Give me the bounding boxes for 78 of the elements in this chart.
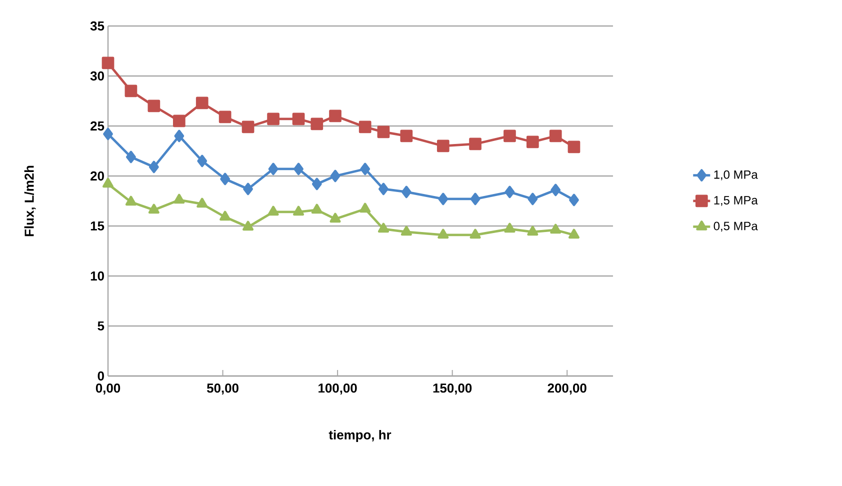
point (470, 192, 480, 206)
point (329, 110, 342, 122)
point (378, 222, 389, 233)
point (126, 150, 136, 164)
point (504, 130, 516, 142)
y-tick-label: 35 (90, 21, 104, 31)
point (527, 226, 538, 236)
point (400, 130, 413, 142)
point (196, 198, 208, 208)
point (196, 96, 208, 110)
legend-label: 1,5 MPa (714, 196, 758, 206)
point (378, 182, 388, 196)
point (400, 226, 412, 236)
point (504, 222, 516, 233)
point (470, 228, 481, 239)
point (469, 138, 482, 150)
point (436, 140, 450, 152)
point (292, 112, 305, 126)
y-tick-label: 5 (98, 321, 104, 330)
point (568, 228, 580, 239)
x-tick-label: 50,00 (206, 383, 238, 395)
point (218, 110, 232, 124)
point (311, 204, 322, 214)
point (148, 160, 159, 174)
point (550, 184, 561, 196)
point (401, 186, 412, 198)
point (358, 120, 372, 134)
point (102, 56, 114, 70)
point (360, 202, 371, 213)
point (267, 112, 280, 126)
point (174, 194, 185, 204)
point (504, 186, 515, 198)
point (294, 162, 304, 176)
point (102, 178, 114, 188)
point (438, 228, 449, 239)
point (330, 212, 341, 223)
legend-label: 0,5 MPa (714, 222, 758, 232)
point (268, 206, 279, 216)
x-tick-label: 150,00 (433, 383, 472, 395)
point (103, 128, 113, 140)
point (569, 194, 579, 206)
y-tick-label: 10 (90, 271, 104, 281)
point (172, 114, 186, 128)
y-tick-label: 15 (90, 221, 104, 231)
x-axis-title: tiempo, hr (328, 430, 392, 442)
point (360, 162, 370, 176)
point (312, 178, 322, 190)
point (528, 192, 538, 206)
y-tick-label: 20 (90, 171, 104, 181)
point (243, 182, 253, 196)
point (550, 224, 562, 234)
point (124, 84, 138, 98)
point (549, 130, 562, 142)
x-tick-label: 0,00 (96, 383, 120, 395)
x-tick-label: 100,00 (318, 383, 357, 395)
point (526, 136, 539, 148)
point (197, 154, 208, 168)
point (148, 100, 160, 112)
point (174, 130, 184, 142)
point (377, 126, 390, 138)
point (242, 120, 254, 134)
y-tick-label: 25 (90, 121, 104, 131)
x-tick-label: 200,00 (548, 383, 586, 395)
point (148, 204, 160, 214)
point (310, 118, 324, 130)
y-tick-label: 0 (98, 371, 104, 381)
y-axis-title: Flux, L/m2h (24, 166, 36, 236)
point (220, 172, 230, 186)
point (220, 210, 231, 221)
point (268, 162, 278, 176)
y-tick-label: 30 (90, 71, 104, 81)
point (568, 140, 580, 154)
point (125, 196, 136, 206)
point (293, 206, 304, 216)
legend-label: 1,0 MPa (714, 170, 758, 180)
point (330, 170, 340, 182)
point (242, 220, 254, 231)
point (438, 192, 448, 206)
